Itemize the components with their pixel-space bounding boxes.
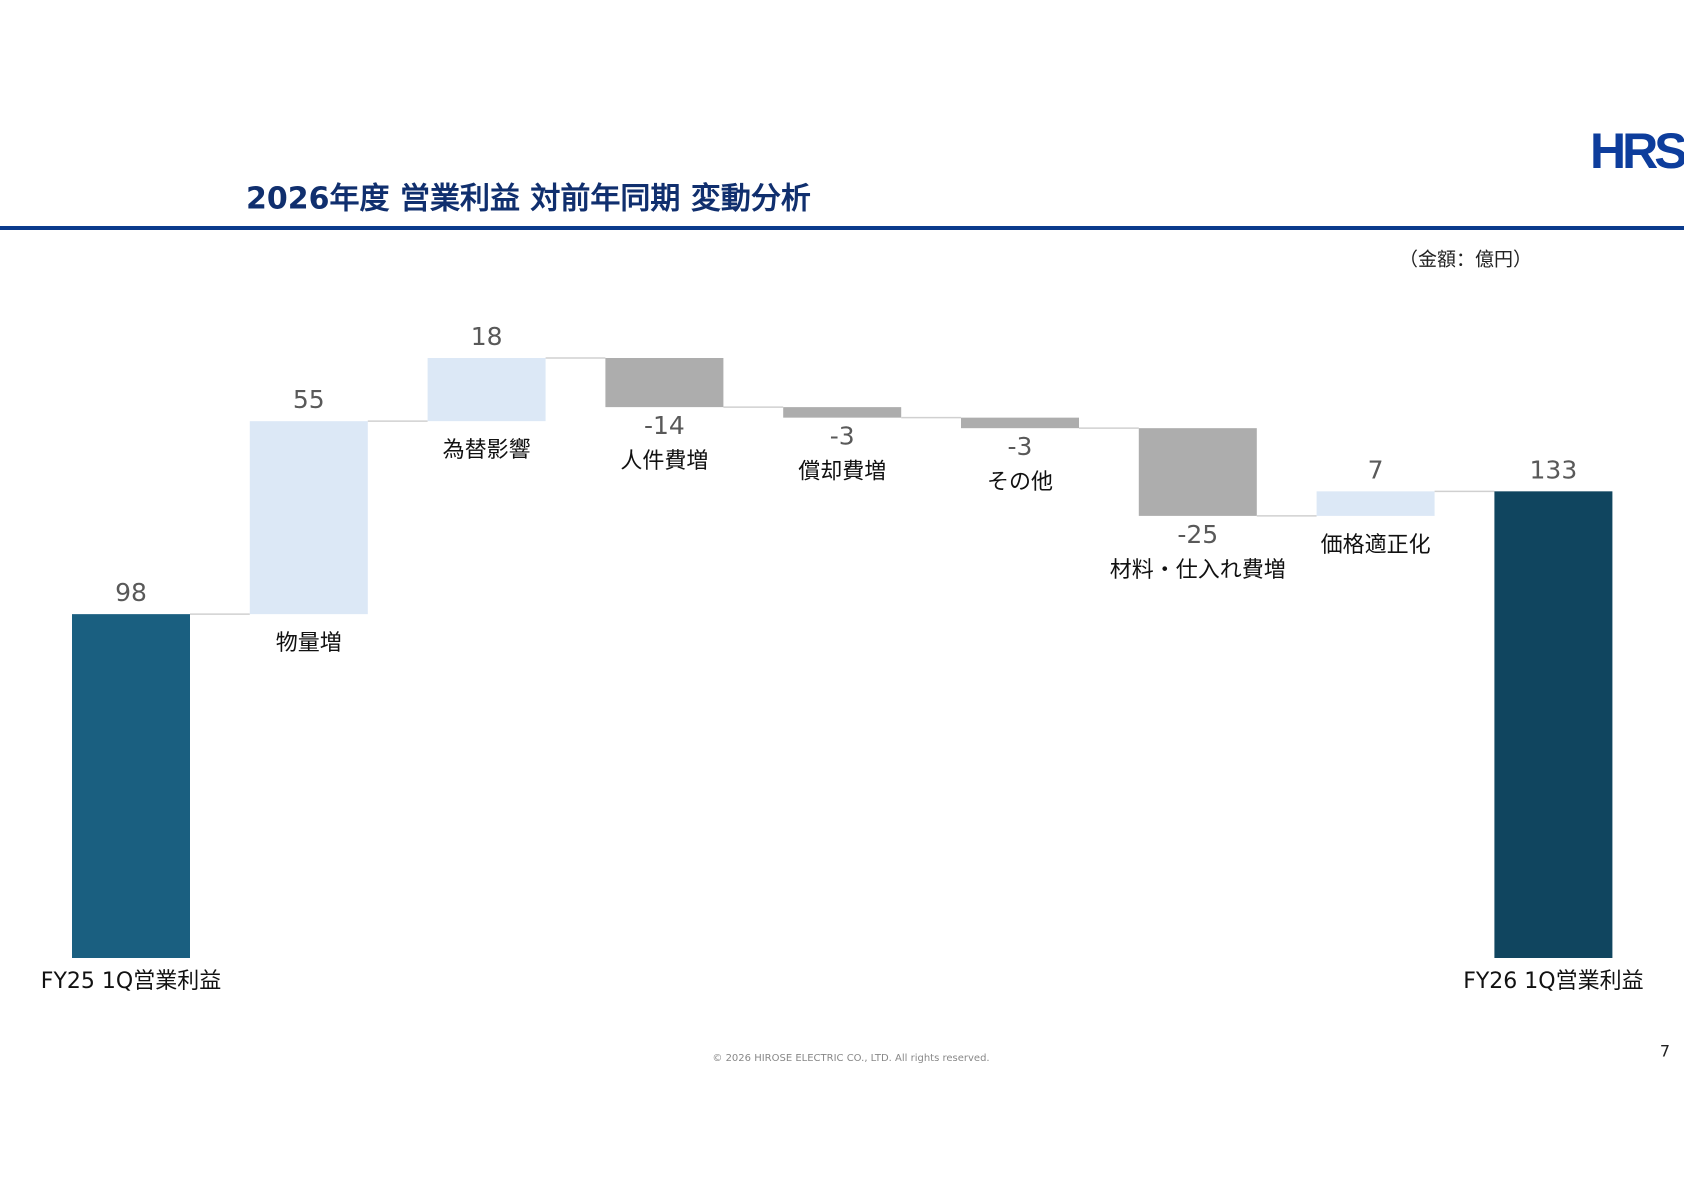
category-label: 材料・仕入れ費増: [1110, 558, 1286, 583]
bar: [427, 358, 546, 422]
bar: [1494, 491, 1613, 958]
category-label: 価格適正化: [1321, 533, 1431, 558]
category-label: 償却費増: [798, 460, 886, 485]
category-label: 物量増: [276, 631, 342, 656]
bar: [961, 417, 1079, 429]
bar: [783, 407, 902, 418]
value-label: 18: [471, 322, 503, 351]
unit-note: （金額：億円）: [1399, 249, 1532, 271]
value-label: 133: [1530, 455, 1578, 484]
value-label: 55: [293, 385, 325, 414]
slide-title: 2026年度 営業利益 対前年同期 変動分析: [246, 182, 811, 217]
value-label: 98: [115, 578, 147, 607]
value-label: -3: [1008, 432, 1033, 461]
category-label: FY25 1Q営業利益: [41, 969, 221, 994]
value-label: -25: [1177, 520, 1218, 549]
copyright: © 2026 HIROSE ELECTRIC CO., LTD. All rig…: [712, 1053, 989, 1064]
title-rule: [0, 226, 1684, 230]
value-label: -3: [830, 422, 855, 451]
logo: HRS: [1590, 123, 1684, 179]
category-label: 為替影響: [443, 438, 531, 463]
bar: [1316, 491, 1435, 516]
value-label: -14: [644, 411, 685, 440]
page-number: 7: [1660, 1042, 1670, 1061]
value-label: 7: [1368, 455, 1384, 484]
bar: [72, 614, 190, 958]
bar: [249, 421, 368, 615]
bar: [1138, 428, 1257, 516]
bar: [605, 358, 724, 408]
category-label: その他: [987, 470, 1053, 495]
category-label: FY26 1Q営業利益: [1463, 969, 1643, 994]
category-label: 人件費増: [620, 449, 708, 474]
